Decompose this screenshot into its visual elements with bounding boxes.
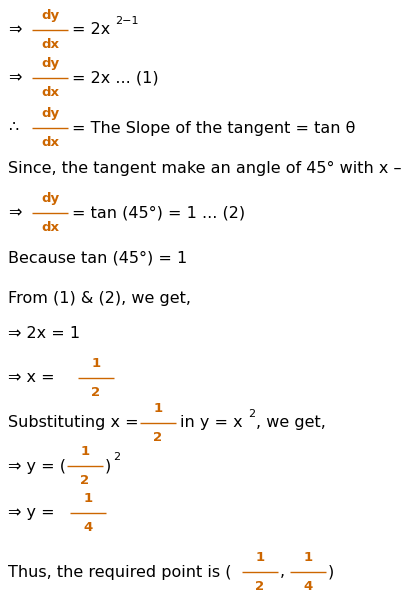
Text: dy: dy — [41, 9, 59, 22]
Text: 1: 1 — [83, 492, 92, 505]
Text: Since, the tangent make an angle of 45° with x – axis: Since, the tangent make an angle of 45° … — [8, 160, 405, 175]
Text: 2: 2 — [153, 431, 162, 444]
Text: 2: 2 — [91, 386, 100, 399]
Text: 2: 2 — [255, 580, 264, 593]
Text: 1: 1 — [303, 551, 312, 564]
Text: dx: dx — [41, 86, 59, 99]
Text: dx: dx — [41, 38, 59, 51]
Text: 4: 4 — [303, 580, 312, 593]
Text: = 2x: = 2x — [72, 22, 110, 37]
Text: ): ) — [327, 564, 333, 579]
Text: ∴: ∴ — [8, 120, 18, 135]
Text: dy: dy — [41, 192, 59, 205]
Text: ): ) — [105, 459, 111, 474]
Text: 1: 1 — [80, 445, 90, 458]
Text: From (1) & (2), we get,: From (1) & (2), we get, — [8, 290, 190, 305]
Text: 2: 2 — [247, 409, 254, 419]
Text: in y = x: in y = x — [179, 415, 242, 430]
Text: 1: 1 — [153, 402, 162, 415]
Text: ⇒ y =: ⇒ y = — [8, 505, 55, 520]
Text: 4: 4 — [83, 521, 92, 534]
Text: 1: 1 — [91, 357, 100, 370]
Text: Because tan (45°) = 1: Because tan (45°) = 1 — [8, 251, 187, 266]
Text: , we get,: , we get, — [256, 415, 325, 430]
Text: ,: , — [279, 564, 284, 579]
Text: 2−1: 2−1 — [115, 16, 138, 26]
Text: dx: dx — [41, 221, 59, 234]
Text: 2: 2 — [80, 474, 90, 487]
Text: = The Slope of the tangent = tan θ: = The Slope of the tangent = tan θ — [72, 120, 354, 135]
Text: Substituting x =: Substituting x = — [8, 415, 138, 430]
Text: dy: dy — [41, 107, 59, 120]
Text: = 2x ... (1): = 2x ... (1) — [72, 70, 158, 85]
Text: 1: 1 — [255, 551, 264, 564]
Text: Thus, the required point is (: Thus, the required point is ( — [8, 564, 231, 579]
Text: ⇒ 2x = 1: ⇒ 2x = 1 — [8, 326, 80, 341]
Text: ⇒: ⇒ — [8, 22, 21, 37]
Text: 2: 2 — [113, 452, 120, 462]
Text: dx: dx — [41, 136, 59, 149]
Text: ⇒ x =: ⇒ x = — [8, 370, 55, 385]
Text: = tan (45°) = 1 ... (2): = tan (45°) = 1 ... (2) — [72, 206, 245, 221]
Text: ⇒ y = (: ⇒ y = ( — [8, 459, 66, 474]
Text: ⇒: ⇒ — [8, 206, 21, 221]
Text: ⇒: ⇒ — [8, 70, 21, 85]
Text: dy: dy — [41, 57, 59, 70]
